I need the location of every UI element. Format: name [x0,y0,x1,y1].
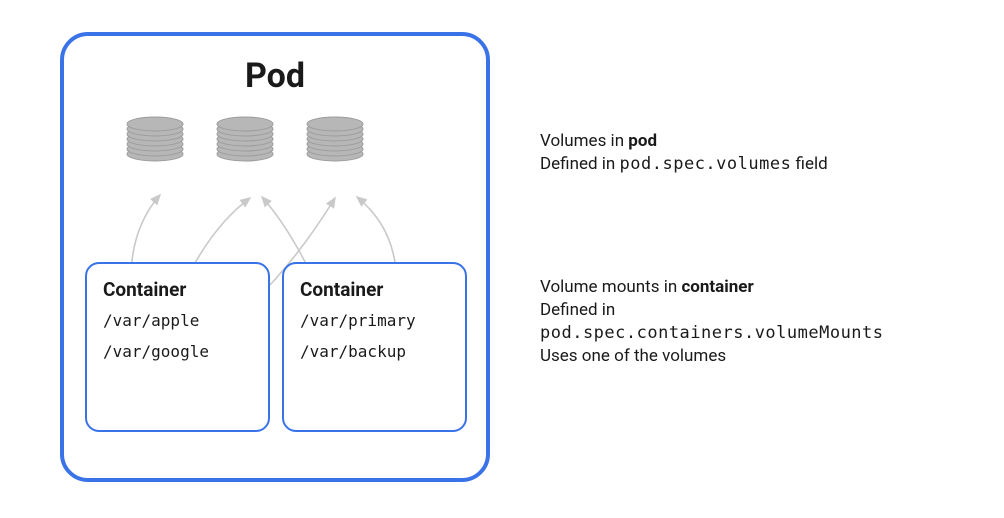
desc-line: Uses one of the volumes [540,345,884,368]
volume-mount-path: /var/backup [300,342,449,361]
container-box: Container /var/apple /var/google [85,262,270,432]
volume-stack-icon [305,115,365,165]
container-title: Container [300,278,449,301]
desc-line: Volume mounts in container [540,276,884,299]
volume-stack-icon [125,115,185,165]
desc-text: Uses one of the volumes [540,346,726,366]
volume-mount-path: /var/apple [103,311,252,330]
desc-line: Defined in [540,299,884,322]
volume-stack-icon [215,115,275,165]
desc-line: Defined in pod.spec.volumes field [540,153,828,176]
mounts-description: Volume mounts in container Defined in po… [540,276,884,368]
desc-code: pod.spec.containers.volumeMounts [540,323,884,343]
desc-bold: pod [628,131,657,151]
desc-text: Defined in [540,154,620,174]
container-box: Container /var/primary /var/backup [282,262,467,432]
volume-mount-path: /var/primary [300,311,449,330]
desc-text: Volume mounts in [540,277,681,297]
pod-title: Pod [60,56,490,96]
desc-bold: container [681,277,753,297]
diagram-stage: Pod Container /var/apple /var/google Con… [0,0,1004,518]
desc-code: pod.spec.volumes [620,154,792,174]
desc-text: Volumes in [540,131,628,151]
desc-text: Defined in [540,300,615,320]
desc-line: pod.spec.containers.volumeMounts [540,322,884,345]
desc-text: field [791,154,827,174]
desc-line: Volumes in pod [540,130,828,153]
volumes-description: Volumes in pod Defined in pod.spec.volum… [540,130,828,176]
volume-mount-path: /var/google [103,342,252,361]
container-title: Container [103,278,252,301]
